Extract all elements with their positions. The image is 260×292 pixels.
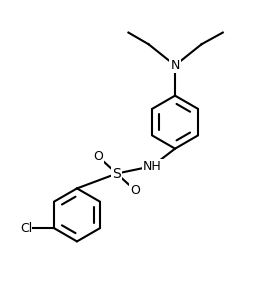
Text: S: S bbox=[112, 166, 121, 180]
Text: O: O bbox=[93, 150, 103, 163]
Text: Cl: Cl bbox=[21, 222, 33, 235]
Text: O: O bbox=[130, 184, 140, 197]
Text: NH: NH bbox=[143, 160, 162, 173]
Text: N: N bbox=[170, 59, 180, 72]
